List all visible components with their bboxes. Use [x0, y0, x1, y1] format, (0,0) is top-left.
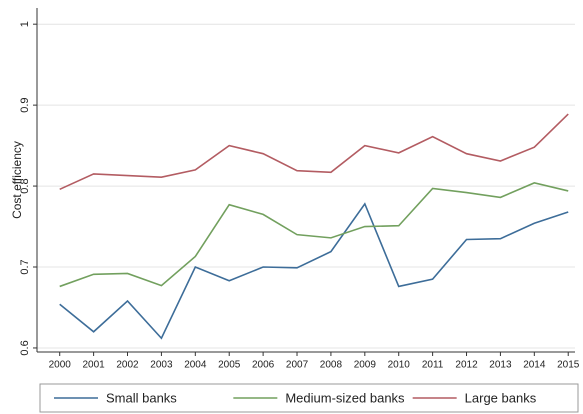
y-tick-label: 0.9	[19, 97, 31, 112]
x-tick-label: 2001	[82, 360, 105, 371]
x-tick-label: 2007	[286, 360, 309, 371]
legend-label: Large banks	[465, 390, 537, 405]
x-tick-label: 2000	[49, 360, 72, 371]
x-tick-label: 2010	[388, 360, 411, 371]
x-tick-label: 2005	[218, 360, 241, 371]
x-tick-label: 2013	[489, 360, 512, 371]
x-tick-label: 2002	[116, 360, 139, 371]
x-tick-label: 2009	[354, 360, 377, 371]
series-line	[59, 202, 569, 340]
x-tick-label: 2011	[422, 360, 444, 371]
series-line	[59, 113, 569, 191]
y-axis-label: Cost efficiency	[10, 141, 24, 219]
y-tick-label: 0.6	[19, 340, 31, 355]
y-tick-label: 1	[19, 21, 31, 27]
x-tick-label: 2008	[320, 360, 343, 371]
x-tick-label: 2006	[252, 360, 275, 371]
legend-label: Medium-sized banks	[285, 390, 405, 405]
legend: Small banks Medium-sized banks Large banks	[39, 383, 579, 413]
y-tick-label: 0.8	[19, 178, 31, 193]
x-tick-label: 2003	[150, 360, 173, 371]
legend-label: Small banks	[106, 390, 177, 405]
x-tick-label: 2014	[523, 360, 546, 371]
x-tick-label: 2015	[557, 360, 580, 371]
x-tick-label: 2012	[455, 360, 478, 371]
x-tick-label: 2004	[184, 360, 207, 371]
legend-box	[39, 383, 579, 413]
series-line	[59, 181, 569, 288]
y-tick-label: 0.7	[19, 259, 31, 274]
